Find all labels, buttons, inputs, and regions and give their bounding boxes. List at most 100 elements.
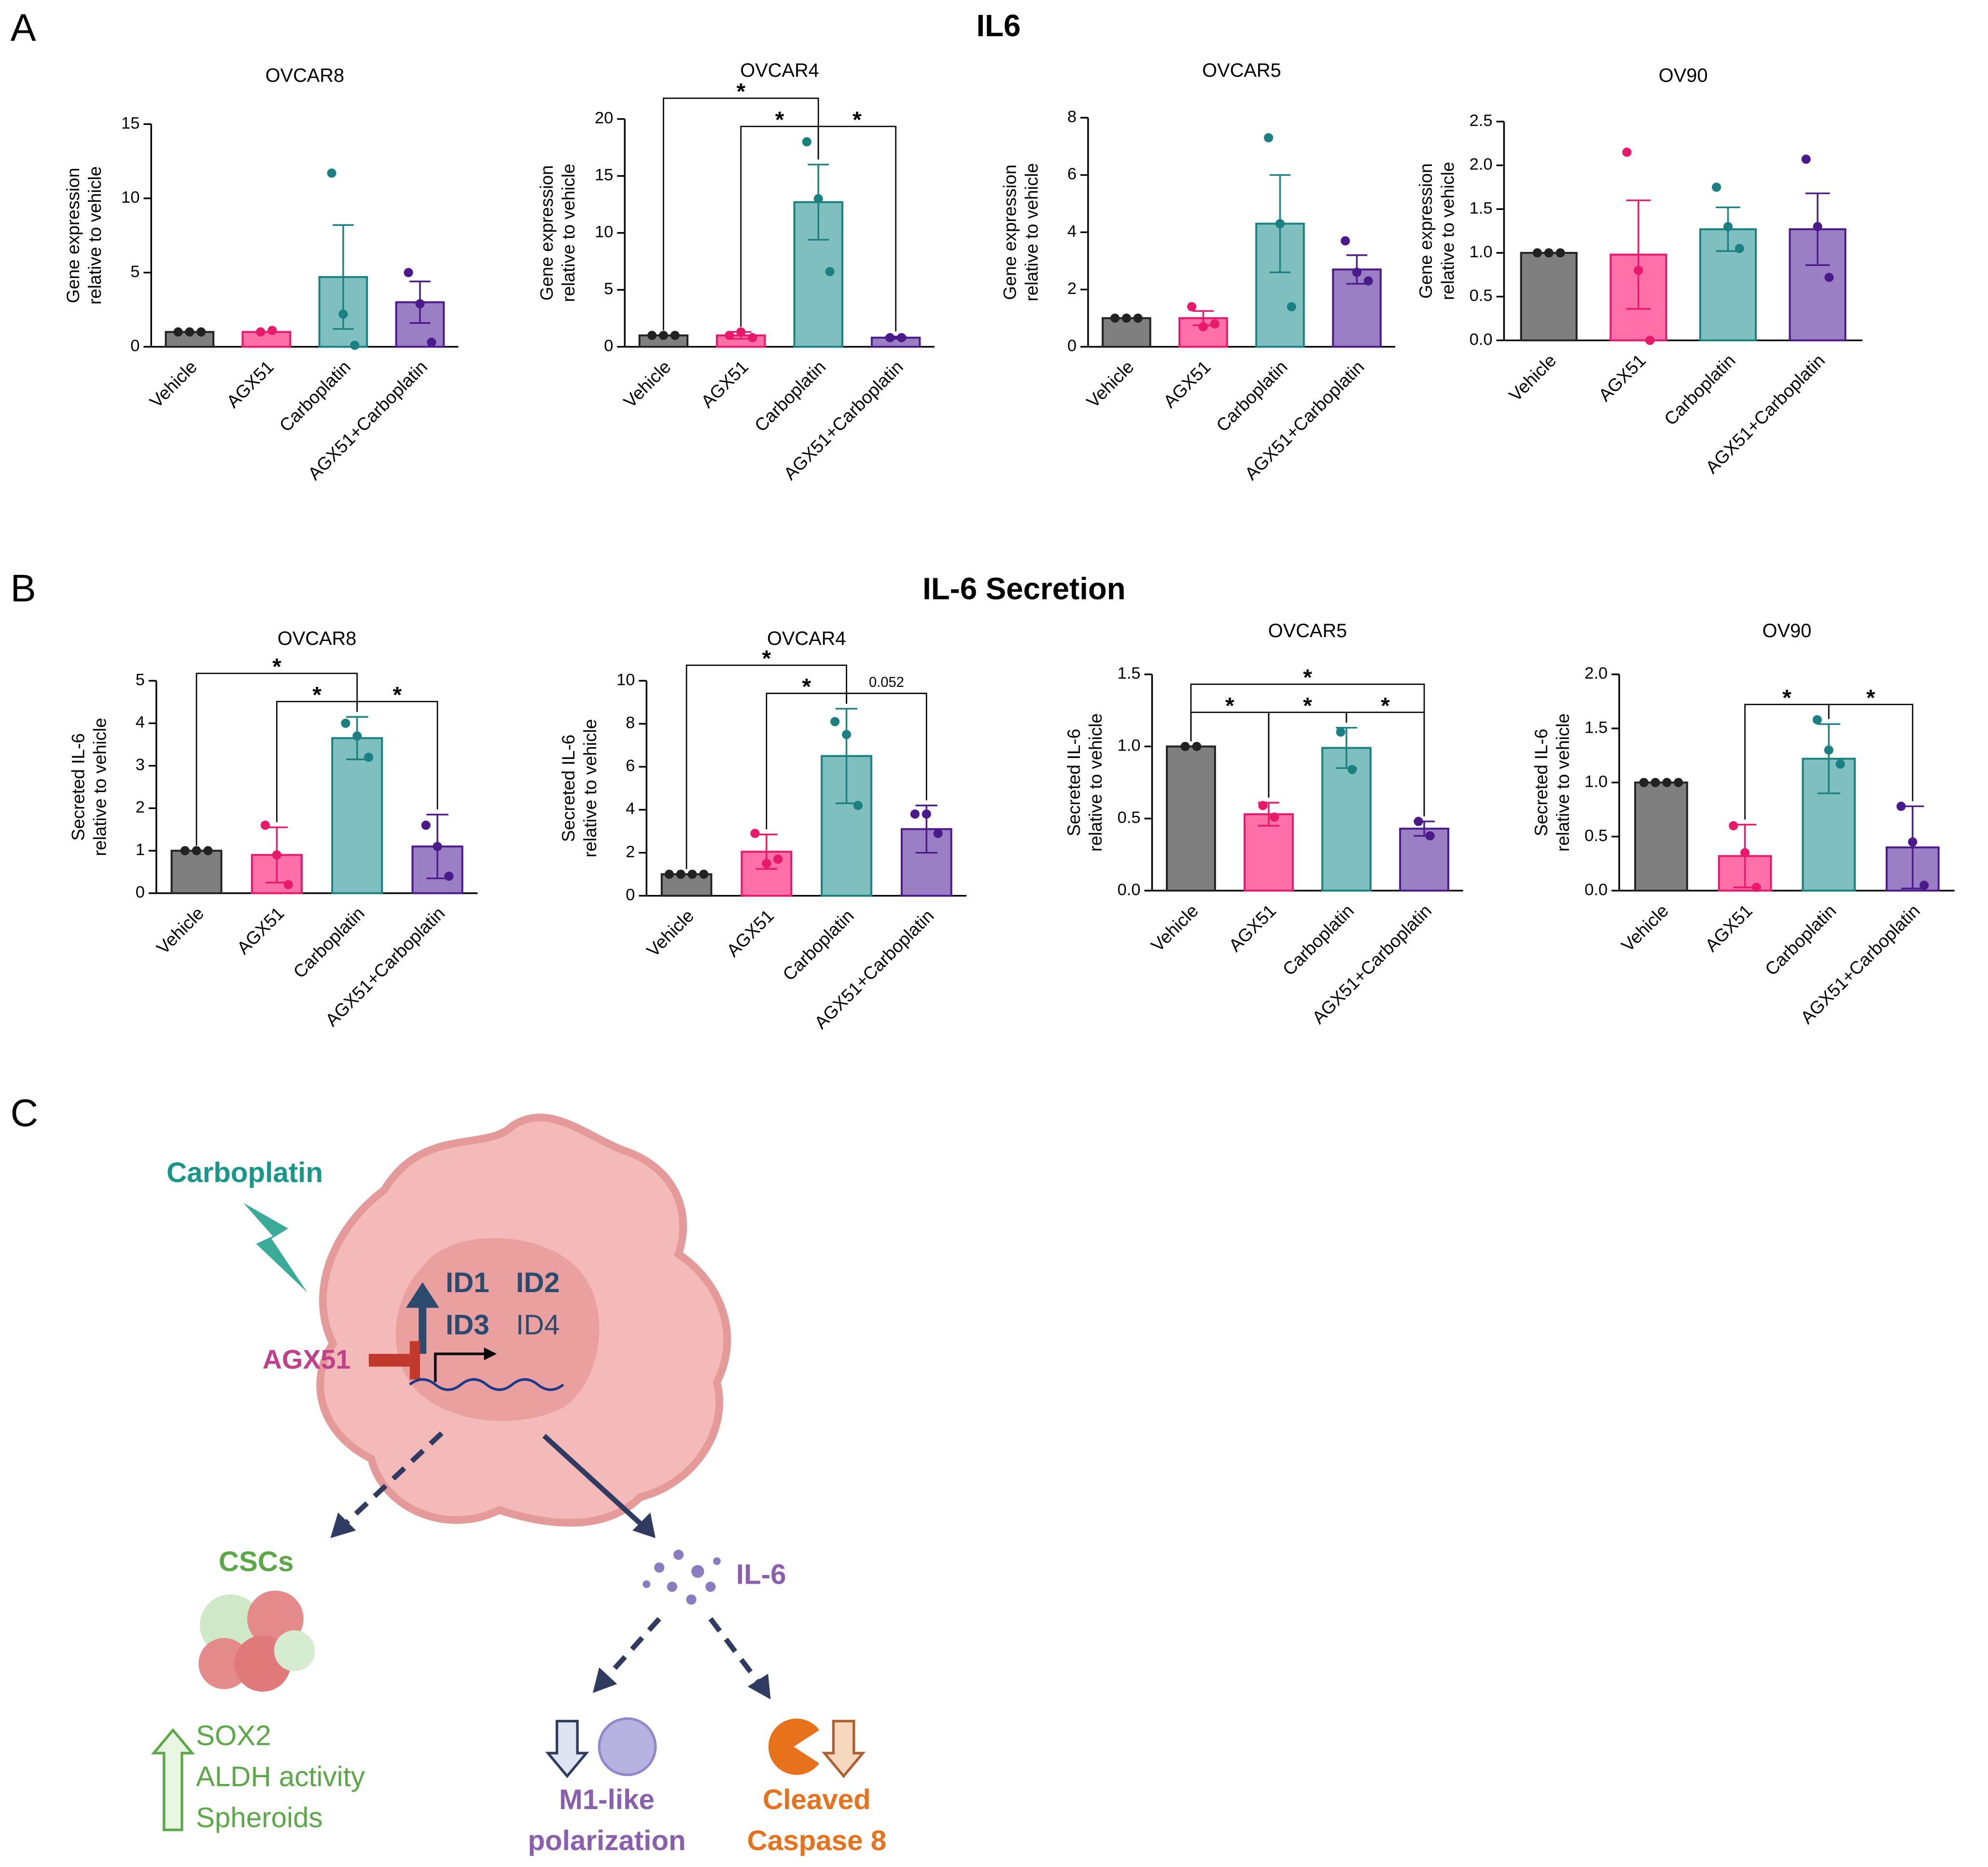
data-point <box>272 850 281 860</box>
data-point <box>1824 745 1834 755</box>
x-tick-label: AGX51 <box>223 356 278 411</box>
promoter-head <box>484 1347 497 1361</box>
x-tick-label: Vehicle <box>643 906 698 961</box>
data-point <box>1198 322 1208 332</box>
data-point <box>1712 182 1722 192</box>
data-point <box>185 327 195 337</box>
data-point <box>338 309 348 319</box>
data-point <box>173 327 183 337</box>
x-tick-label: Carboplatin <box>1660 350 1739 429</box>
y-tick-label: 0.0 <box>1584 880 1608 899</box>
csc-label: CSCs <box>219 1546 294 1577</box>
x-tick-label: Vehicle <box>1617 900 1672 955</box>
bar-chart: OVCAR4 Secreted IL-6 relative to vehicle 0 2… <box>558 628 967 1033</box>
significance-label: * <box>1303 693 1312 719</box>
lightning <box>243 1203 308 1293</box>
data-point <box>1192 741 1202 752</box>
chart-title: OVCAR4 <box>767 628 846 649</box>
y-tick-label: 0 <box>136 883 145 902</box>
y-tick-label: 1 <box>136 841 145 859</box>
significance-label: * <box>1866 685 1876 711</box>
significance-bracket <box>686 664 847 869</box>
data-point <box>192 846 201 856</box>
data-point <box>415 299 425 308</box>
gene: ID2 <box>516 1267 560 1298</box>
data-point <box>1363 276 1373 286</box>
data-point <box>260 821 270 830</box>
arrow-head <box>632 1512 656 1538</box>
data-point <box>1352 267 1362 277</box>
y-axis-label: relative to vehicle <box>90 718 110 856</box>
x-tick-label: Carboplatin <box>275 356 354 435</box>
il6-dots <box>643 1549 721 1605</box>
bar <box>331 737 383 894</box>
x-tick-label: Vehicle <box>153 903 208 958</box>
x-tick-label: Carboplatin <box>1761 900 1840 979</box>
data-point <box>853 801 863 810</box>
x-tick-label: Carboplatin <box>1278 900 1358 979</box>
chart-title: OV90 <box>1659 65 1708 86</box>
data-point <box>1210 319 1219 329</box>
data-point <box>1555 248 1565 258</box>
chart-title: OVCAR5 <box>1202 60 1281 81</box>
chart-title: OVCAR8 <box>278 628 356 649</box>
data-point <box>1729 821 1738 831</box>
bar-chart: OVCAR5 Gene expression relative to vehicle… <box>1000 60 1396 484</box>
x-tick-label: Carboplatin <box>779 906 858 985</box>
data-point <box>1896 801 1906 811</box>
y-tick-label: 2.0 <box>1584 664 1608 683</box>
bar <box>1166 745 1216 892</box>
data-point <box>699 869 709 879</box>
significance-bracket <box>846 693 927 801</box>
data-point <box>180 846 190 856</box>
significance-label: * <box>393 682 402 708</box>
data-point <box>750 829 760 838</box>
data-point <box>813 194 823 204</box>
significance-label: * <box>775 107 784 133</box>
down-arrow <box>545 1720 589 1778</box>
data-point <box>1414 817 1423 826</box>
data-point <box>725 331 734 340</box>
x-tick-label: AGX51 <box>1595 350 1650 405</box>
y-axis-label: relative to vehicle <box>558 164 578 302</box>
data-point <box>1544 248 1554 258</box>
y-tick-label: 1.0 <box>1584 772 1608 791</box>
significance-label: * <box>802 674 811 699</box>
y-tick-label: 1.0 <box>1118 737 1141 755</box>
pacman <box>768 1718 820 1775</box>
y-tick-label: 8 <box>1067 108 1077 126</box>
data-point <box>1751 882 1761 892</box>
y-tick-label: 0.5 <box>1118 808 1141 827</box>
y-tick-label: 4 <box>136 713 145 732</box>
caspase-label: Cleaved <box>763 1784 871 1815</box>
data-point <box>421 821 431 830</box>
down-arrow <box>822 1720 866 1778</box>
x-tick-label: Vehicle <box>1505 350 1560 405</box>
significance-bracket <box>1345 711 1425 817</box>
data-point <box>1110 313 1120 323</box>
arrow-head <box>330 1512 356 1538</box>
data-point <box>841 730 852 739</box>
dna <box>409 1378 564 1391</box>
data-point <box>1258 801 1268 810</box>
data-point <box>748 333 757 343</box>
data-point <box>350 340 360 350</box>
y-tick-label: 3 <box>136 756 145 774</box>
data-point <box>825 267 835 277</box>
significance-label: * <box>853 107 862 133</box>
data-point <box>687 869 697 879</box>
x-tick-label: AGX51 <box>233 903 288 958</box>
diagram: Carboplatin AGX51 ID1 ID2 ID3 ID4 CSCs S… <box>151 1114 886 1856</box>
bar-chart: OVCAR5 Secreted IL-6 relative to vehicle 0.… <box>1064 620 1463 1028</box>
x-tick-label: Vehicle <box>1147 900 1202 955</box>
significance-label: * <box>312 682 322 708</box>
data-point <box>352 731 362 741</box>
significance-bracket <box>1828 704 1914 801</box>
y-axis-label: relative to vehicle <box>1022 163 1042 302</box>
y-tick-label: 10 <box>595 223 613 241</box>
y-tick-label: 10 <box>616 671 635 689</box>
data-point <box>676 869 686 879</box>
significance-bracket <box>196 672 358 846</box>
data-point <box>1919 880 1929 890</box>
